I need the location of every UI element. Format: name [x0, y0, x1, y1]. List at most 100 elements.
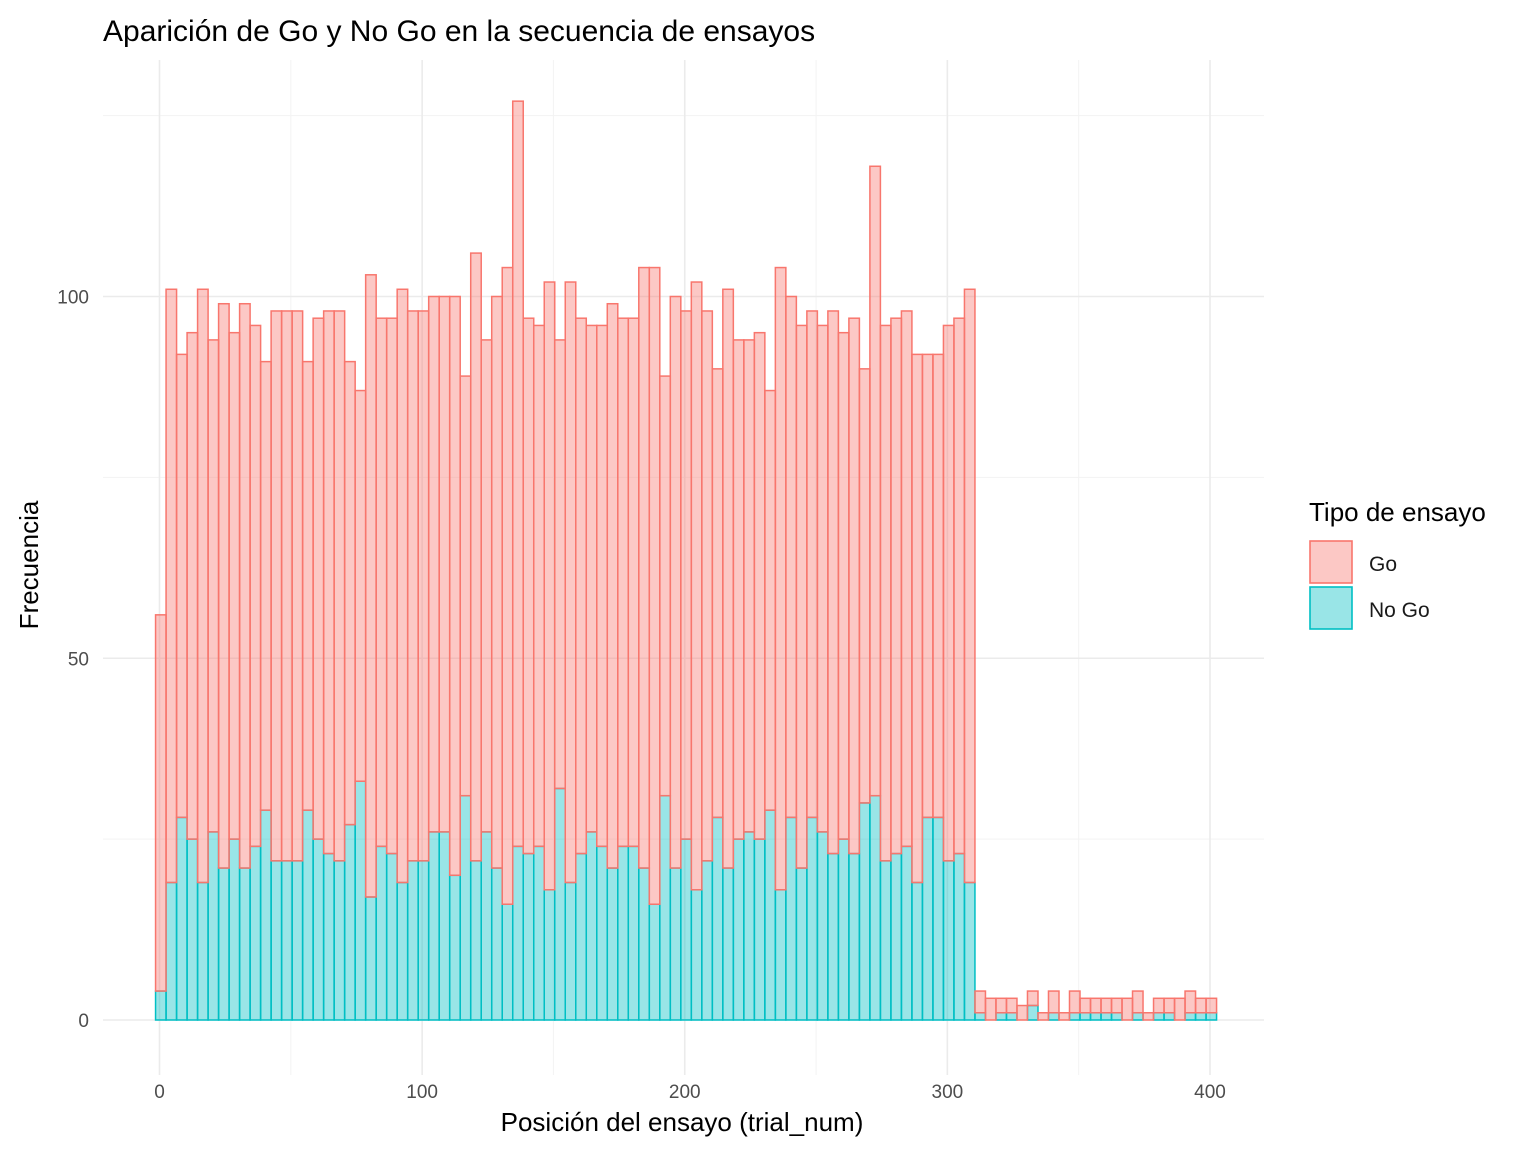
nogo-bar — [638, 867, 651, 1021]
nogo-bar — [1047, 1012, 1060, 1021]
go-bar — [1047, 990, 1060, 1014]
nogo-bar — [186, 838, 199, 1021]
nogo-bar — [1194, 1012, 1207, 1021]
go-bar — [1163, 997, 1176, 1014]
go-bar — [869, 165, 882, 797]
go-bar — [932, 353, 945, 819]
go-bar — [427, 295, 440, 833]
nogo-bar — [532, 845, 545, 1021]
go-bar — [806, 310, 819, 819]
go-bar — [774, 266, 787, 891]
nogo-bar — [291, 860, 304, 1021]
nogo-bar — [554, 787, 567, 1021]
go-bar — [543, 281, 556, 891]
nogo-bar — [711, 816, 724, 1021]
go-bar — [1184, 990, 1197, 1014]
go-bar — [911, 353, 924, 884]
nogo-bar — [196, 881, 209, 1021]
nogo-bar — [396, 881, 409, 1021]
nogo-bar — [259, 809, 272, 1021]
go-bar — [343, 360, 356, 826]
go-bar — [638, 266, 651, 869]
go-bar — [1121, 997, 1134, 1021]
nogo-bar — [869, 794, 882, 1021]
nogo-bar — [1184, 1012, 1197, 1021]
nogo-bar — [669, 867, 682, 1021]
nogo-bar — [1068, 1012, 1081, 1021]
nogo-bar — [469, 860, 482, 1021]
go-bar — [921, 353, 934, 819]
nogo-bar — [743, 831, 756, 1021]
nogo-bar — [270, 860, 283, 1021]
go-bar — [554, 339, 567, 790]
go-bar — [1026, 990, 1039, 1007]
legend-title: Tipo de ensayo — [1309, 497, 1486, 527]
go-bar — [1089, 997, 1102, 1014]
nogo-bar — [501, 903, 514, 1021]
go-bar — [511, 100, 524, 848]
legend-label-nogo: No Go — [1369, 599, 1430, 622]
nogo-bar — [942, 860, 955, 1021]
nogo-bar — [806, 816, 819, 1021]
go-bar — [816, 324, 829, 833]
go-bar — [1079, 997, 1092, 1014]
nogo-bar — [995, 1012, 1008, 1021]
nogo-bar — [1205, 1012, 1218, 1021]
go-bar — [1005, 997, 1018, 1014]
nogo-bar — [921, 816, 934, 1021]
go-bar — [270, 310, 283, 862]
nogo-bar — [732, 838, 745, 1021]
nogo-bar — [701, 860, 714, 1021]
go-bar — [175, 353, 188, 819]
nogo-bar — [890, 852, 903, 1021]
go-bar — [448, 295, 461, 877]
go-bar — [890, 317, 903, 855]
nogo-bar — [238, 867, 251, 1021]
go-bar — [711, 368, 724, 819]
go-bar — [207, 339, 220, 833]
y-axis-tick-labels: 0 50 100 — [57, 288, 89, 1033]
go-bar — [837, 331, 850, 840]
go-bar — [785, 295, 798, 819]
go-bar — [575, 317, 588, 855]
go-bar — [564, 281, 577, 884]
nogo-bar — [522, 852, 535, 1021]
nogo-bar — [175, 816, 188, 1021]
go-bar — [1173, 997, 1186, 1021]
nogo-bar — [322, 852, 335, 1021]
go-bar — [1037, 1012, 1050, 1021]
go-bar — [469, 252, 482, 862]
nogo-bar — [858, 802, 871, 1021]
nogo-bar — [301, 809, 314, 1021]
go-bar — [312, 317, 325, 840]
nogo-bar — [417, 860, 430, 1021]
nogo-bar — [354, 780, 367, 1021]
legend-label-go: Go — [1369, 553, 1397, 576]
y-axis-title: Frecuencia — [14, 500, 44, 629]
go-bar — [165, 288, 178, 884]
nogo-bar — [490, 867, 503, 1021]
go-bar — [995, 997, 1008, 1014]
go-bar — [1131, 990, 1144, 1014]
go-bar — [900, 310, 913, 848]
nogo-bar — [1163, 1012, 1176, 1021]
nogo-bar — [249, 845, 262, 1021]
go-bar — [690, 281, 703, 891]
nogo-bar — [1005, 1012, 1018, 1021]
go-bar — [1142, 1012, 1155, 1021]
nogo-bar — [343, 823, 356, 1021]
nogo-bar — [932, 816, 945, 1021]
nogo-bar — [406, 860, 419, 1021]
y-tick-label: 50 — [68, 649, 89, 670]
nogo-bar — [448, 874, 461, 1021]
go-bar — [228, 331, 241, 840]
go-bar — [396, 288, 409, 884]
nogo-bar — [900, 845, 913, 1021]
go-bar — [154, 614, 167, 992]
nogo-bar — [207, 831, 220, 1021]
x-tick-label: 0 — [154, 1082, 165, 1103]
nogo-bar — [217, 867, 230, 1021]
go-bar — [196, 288, 209, 884]
nogo-bar — [837, 838, 850, 1021]
